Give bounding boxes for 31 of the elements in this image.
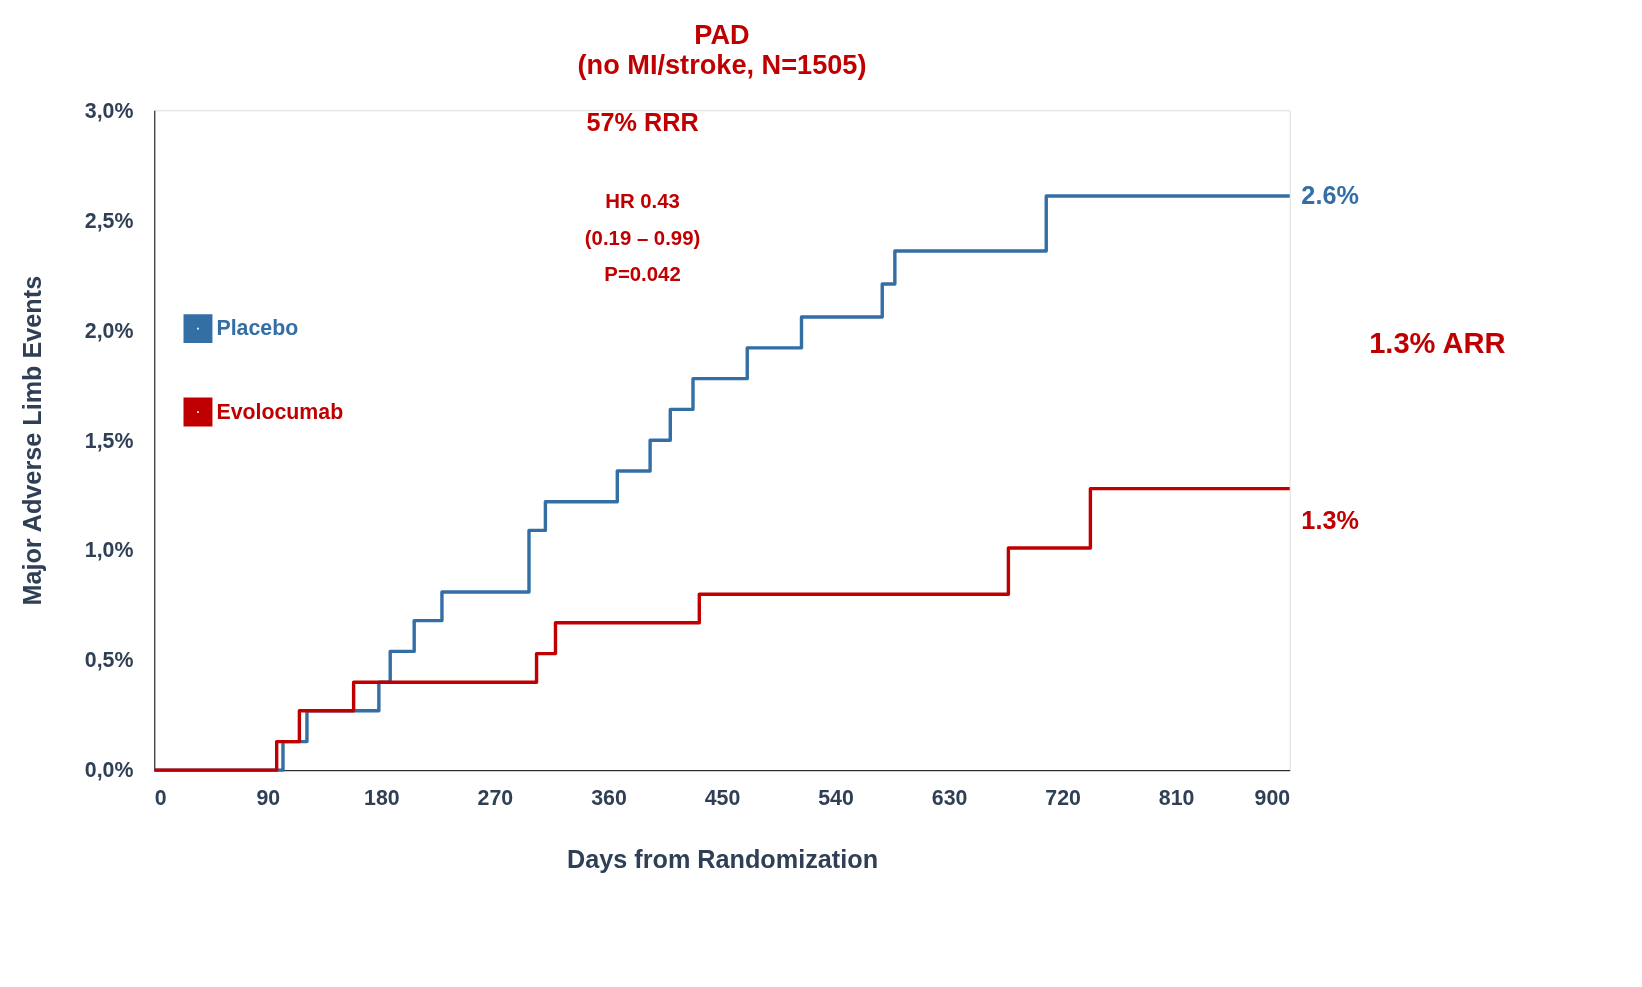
x-axis-title: Days from Randomization [566, 844, 879, 873]
chart-subtitle: (no MI/stroke, N=1505) [577, 49, 867, 81]
y-tick-label: 2,5% [84, 208, 134, 233]
x-tick-label: 810 [1158, 785, 1195, 810]
y-tick-label: 3,0% [84, 98, 134, 123]
y-tick-label: 0,5% [84, 648, 134, 673]
x-tick-label: 540 [818, 785, 854, 810]
text: 1.3% ARR [1369, 327, 1506, 360]
annotation: P=0.042 [604, 263, 681, 286]
chart-title: PAD [694, 19, 750, 51]
y-tick-label: 0,0% [84, 758, 134, 783]
y-tick-label: 1,5% [84, 428, 134, 453]
annotation: HR 0.43 [605, 190, 680, 213]
y-tick-label: 1,0% [84, 538, 134, 563]
x-tick-label: 180 [364, 785, 400, 810]
x-tick-label: 360 [591, 785, 627, 810]
x-tick-label: 90 [256, 785, 281, 810]
x-tick-label: 900 [1254, 785, 1291, 810]
legend-label: Placebo [216, 316, 299, 341]
x-tick-label: 0 [154, 785, 167, 810]
annotation: 2.6% [1301, 180, 1359, 209]
annotation: 1.3% [1301, 506, 1359, 535]
annotation: 57% RRR [586, 108, 699, 137]
legend-label: Evolocumab [216, 399, 344, 424]
x-tick-label: 720 [1045, 785, 1081, 810]
y-tick-label: 2,0% [84, 318, 134, 343]
x-tick-label: 630 [931, 785, 968, 810]
x-tick-label: 270 [477, 785, 514, 810]
annotation: (0.19 – 0.99) [584, 226, 701, 249]
x-tick-label: 450 [704, 785, 741, 810]
y-axis-title: Major Adverse Limb Events [18, 275, 47, 606]
